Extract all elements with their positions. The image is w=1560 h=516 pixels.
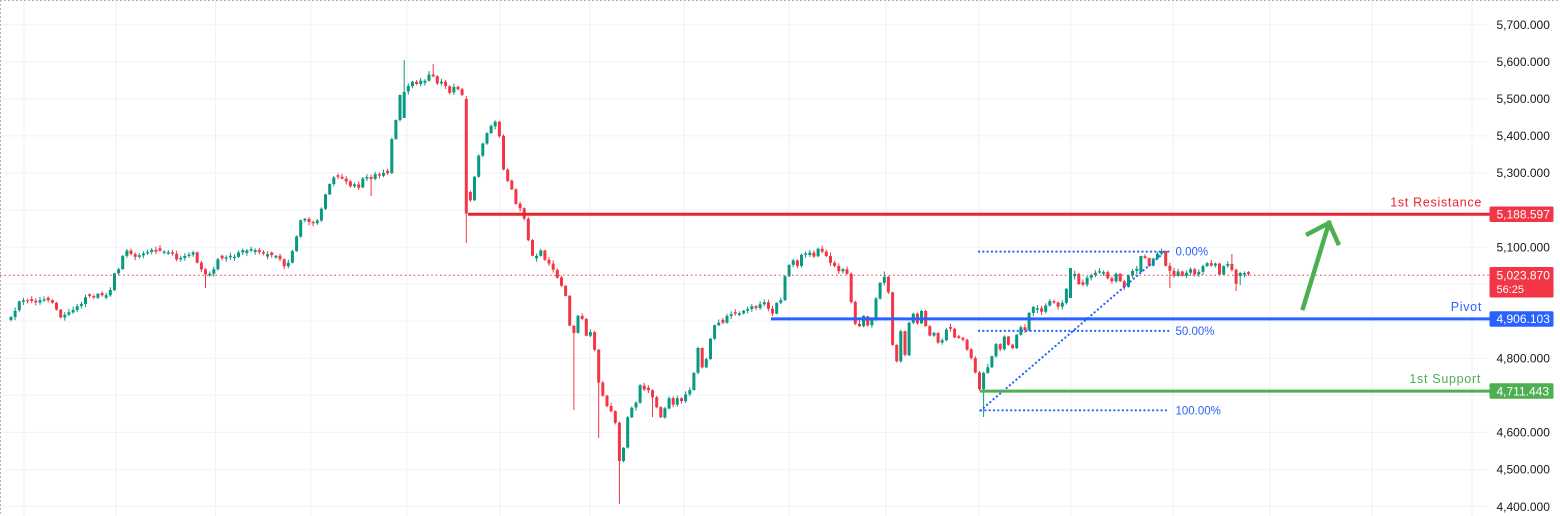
svg-text:4,600.000: 4,600.000 (1497, 426, 1551, 440)
svg-text:5,700.000: 5,700.000 (1497, 18, 1551, 32)
svg-text:4,906.103: 4,906.103 (1497, 312, 1551, 326)
svg-text:5,600.000: 5,600.000 (1497, 55, 1551, 69)
svg-text:1st Support: 1st Support (1409, 372, 1481, 386)
svg-text:50.00%: 50.00% (1176, 326, 1215, 338)
svg-text:0.00%: 0.00% (1176, 247, 1209, 259)
svg-text:100.00%: 100.00% (1176, 405, 1221, 417)
svg-text:5,300.000: 5,300.000 (1497, 166, 1551, 180)
svg-text:56:25: 56:25 (1497, 284, 1525, 296)
svg-text:5,400.000: 5,400.000 (1497, 129, 1551, 143)
svg-text:5,023.870: 5,023.870 (1497, 269, 1551, 283)
svg-text:5,100.000: 5,100.000 (1497, 240, 1551, 254)
svg-text:5,500.000: 5,500.000 (1497, 92, 1551, 106)
svg-text:4,500.000: 4,500.000 (1497, 463, 1551, 477)
svg-text:4,711.443: 4,711.443 (1497, 384, 1550, 398)
svg-text:5,188.597: 5,188.597 (1497, 208, 1551, 222)
svg-text:1st Resistance: 1st Resistance (1390, 195, 1482, 209)
svg-text:Pivot: Pivot (1451, 300, 1482, 314)
svg-text:4,400.000: 4,400.000 (1497, 500, 1551, 514)
svg-text:4,800.000: 4,800.000 (1497, 352, 1551, 366)
